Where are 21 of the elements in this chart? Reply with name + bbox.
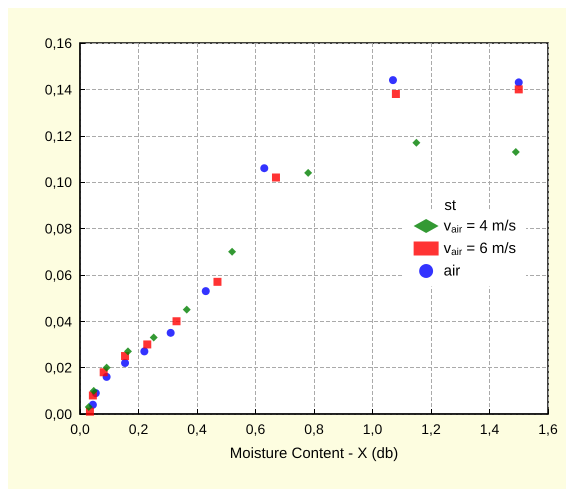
x-tick-label: 1,2 [421, 421, 441, 437]
y-tick-label: 0,16 [44, 35, 72, 51]
x-axis-title: Moisture Content - X (db) [230, 445, 398, 462]
y-tick-label: 0,14 [44, 81, 72, 98]
y-tick-label: 0,04 [44, 313, 72, 330]
y-tick-label: 0,06 [44, 266, 72, 283]
x-tick-label: 0,6 [246, 421, 266, 437]
x-tick-label: 1,6 [538, 421, 558, 437]
y-tick-label: 0,00 [44, 406, 72, 422]
x-tick-label: 1,0 [362, 421, 382, 437]
legend-title: st [444, 197, 457, 214]
y-tick-label: 0,02 [44, 360, 72, 376]
y-tick-label: 0,12 [44, 128, 72, 144]
x-tick-label: 0,0 [70, 421, 90, 437]
legend-label: air [444, 262, 460, 280]
y-tick-label: 0,08 [44, 220, 72, 236]
x-tick-label: 0,8 [304, 421, 324, 437]
y-tick-label: 0,10 [44, 174, 72, 190]
x-tick-label: 0,4 [187, 421, 207, 437]
x-tick-label: 1,4 [480, 421, 500, 437]
x-tick-label: 0,2 [128, 421, 148, 437]
